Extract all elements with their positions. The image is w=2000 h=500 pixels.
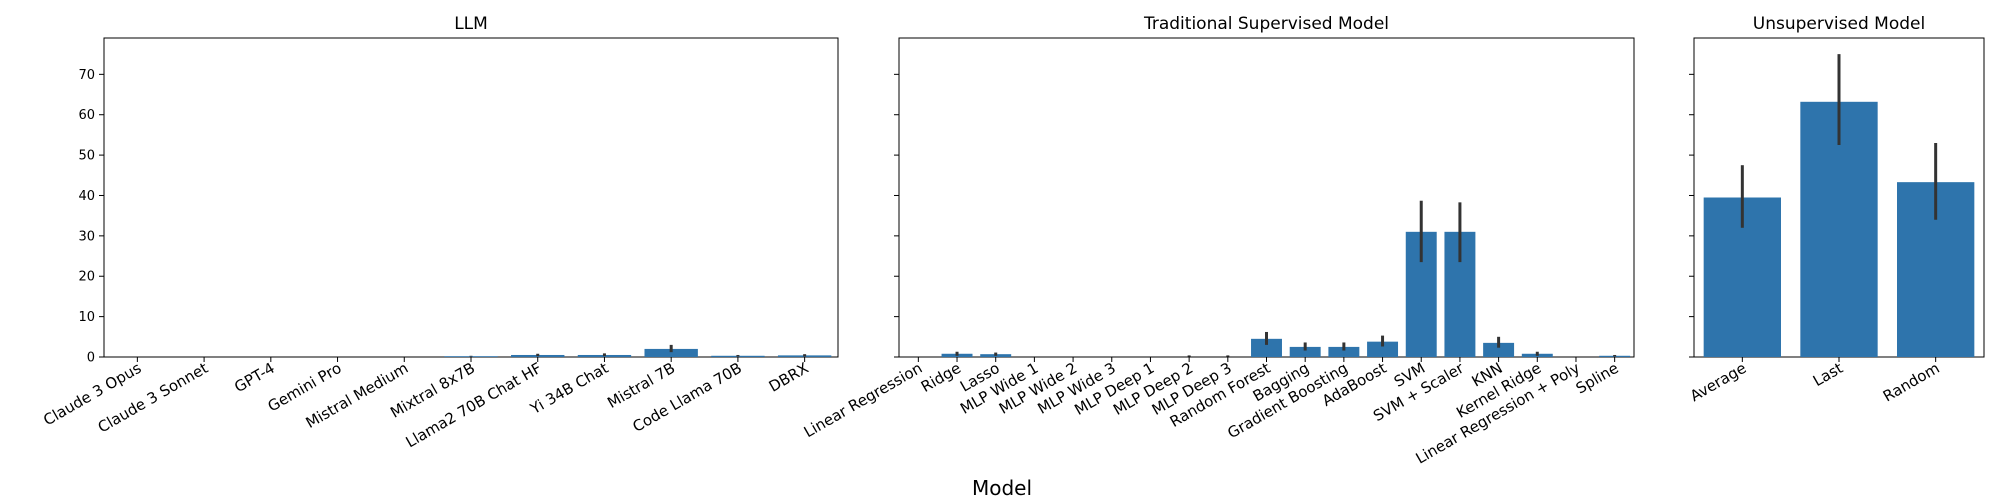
x-tick-label: Last (1810, 359, 1846, 390)
y-tick-label: 10 (78, 310, 95, 325)
axes-frame (103, 37, 839, 358)
x-tick-label: Ridge (918, 359, 964, 396)
x-tick-label: Linear Regression (801, 359, 926, 441)
panel-1: Traditional Supervised Model Linear Regre… (801, 14, 1635, 468)
x-tick-label: Random (1880, 359, 1943, 406)
bar (1483, 342, 1515, 357)
panel-title: Unsupervised Model (1753, 14, 1925, 34)
x-axis-label: Model (972, 476, 1032, 500)
axes-frame (898, 37, 1635, 358)
y-tick-label: 30 (78, 229, 95, 244)
x-tick-label: Average (1687, 359, 1749, 405)
x-tick-label: GPT-4 (231, 359, 278, 396)
panel-title: Traditional Supervised Model (1143, 14, 1389, 34)
panel-title: LLM (454, 14, 488, 34)
bar (644, 348, 698, 357)
x-tick-label: DBRX (766, 359, 812, 396)
bar (1251, 338, 1282, 357)
y-tick-label: 40 (78, 189, 95, 204)
panel-2: Unsupervised Model Average Last Random (1687, 14, 1985, 406)
y-tick-label: 70 (78, 68, 95, 83)
y-tick-label: 60 (78, 108, 95, 123)
bar (1367, 341, 1399, 357)
bar (1289, 346, 1321, 357)
x-tick-label: Spline (1573, 359, 1622, 398)
y-tick-label: 50 (78, 149, 95, 164)
y-tick-label: 0 (87, 351, 95, 366)
x-tick-label: Code Llama 70B (630, 359, 745, 436)
y-tick-label: 20 (78, 270, 95, 285)
x-tick-label: Claude 3 Sonnet (95, 359, 211, 437)
bar (1328, 346, 1360, 357)
